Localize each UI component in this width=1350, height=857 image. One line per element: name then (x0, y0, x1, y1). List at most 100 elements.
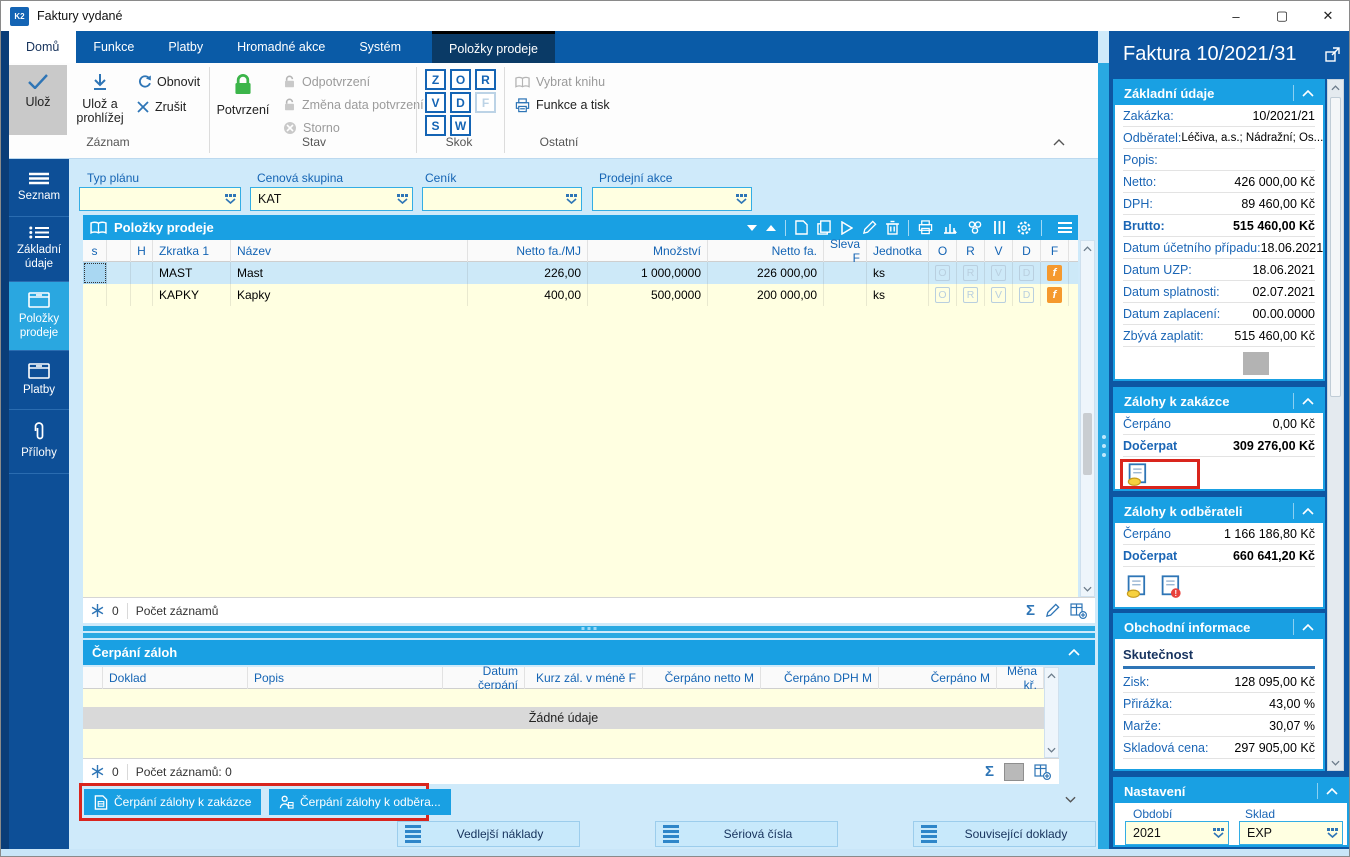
tab-domu[interactable]: Domů (9, 31, 77, 63)
scrollbar-thumb[interactable] (1083, 413, 1092, 475)
section-header[interactable]: Zálohy k zakázce (1115, 389, 1323, 413)
edit-disabled-button[interactable] (1004, 762, 1024, 781)
move-up-icon[interactable] (766, 224, 776, 231)
draw-advance-customer-button[interactable]: Čerpání zálohy k odběra... (269, 789, 451, 815)
sum-icon[interactable]: Σ (984, 763, 994, 780)
seriova-cisla-button[interactable]: Sériová čísla (655, 821, 838, 847)
columns-icon[interactable] (992, 220, 1007, 235)
advance-document-alert-icon[interactable]: ! (1159, 575, 1183, 598)
sum-icon[interactable]: Σ (1025, 602, 1035, 619)
tab-polozky-prodeje[interactable]: Položky prodeje (432, 31, 555, 63)
dropdown-icon[interactable] (1327, 828, 1338, 838)
add-table-icon[interactable] (1070, 602, 1087, 619)
change-confirm-date-button[interactable]: Změna data potvrzení (283, 94, 424, 116)
col-d[interactable]: D (1013, 240, 1041, 262)
horizontal-splitter[interactable] (83, 626, 1095, 638)
souvisejici-doklady-button[interactable]: Související doklady (913, 821, 1096, 847)
section-header[interactable]: Obchodní informace (1115, 615, 1323, 639)
settings-gear-icon[interactable] (1016, 220, 1032, 236)
tab-funkce[interactable]: Funkce (93, 40, 135, 54)
chevron-up-icon[interactable] (1317, 783, 1338, 799)
jump-f-button[interactable]: F (475, 92, 496, 113)
col-popis[interactable]: Popis (248, 667, 443, 689)
advances-scrollbar[interactable] (1044, 667, 1059, 758)
jump-z-button[interactable]: Z (425, 69, 446, 90)
sales-items-scrollbar[interactable] (1080, 240, 1095, 597)
copy-record-icon[interactable] (817, 220, 831, 235)
delete-icon[interactable] (886, 220, 899, 235)
col-kurz[interactable]: Kurz zál. v méně F (525, 667, 643, 689)
obdobi-combo[interactable]: 2021 (1125, 821, 1229, 845)
flag-f-active[interactable]: f (1047, 265, 1062, 281)
print-icon[interactable] (918, 220, 933, 235)
chevron-up-icon[interactable] (1293, 393, 1314, 409)
filter-cenik[interactable] (422, 187, 582, 211)
col-cerpano-m[interactable]: Čerpáno M (879, 667, 997, 689)
dropdown-icon[interactable] (1213, 828, 1224, 838)
sidebar-item-platby[interactable]: Platby (9, 351, 69, 410)
dropdown-icon[interactable] (736, 194, 747, 204)
advance-document-coin-icon[interactable] (1126, 462, 1150, 486)
sidebar-item-zakladni-udaje[interactable]: Základní údaje (9, 217, 69, 282)
storno-button[interactable]: Storno (283, 117, 340, 139)
jump-w-button[interactable]: W (450, 115, 471, 136)
col-r[interactable]: R (957, 240, 985, 262)
vertical-splitter[interactable] (1098, 63, 1109, 849)
filter-typ-planu[interactable] (79, 187, 241, 211)
jump-r-button[interactable]: R (475, 69, 496, 90)
flag-f-active[interactable]: f (1047, 287, 1062, 303)
jump-s-button[interactable]: S (425, 115, 446, 136)
col-doklad[interactable]: Doklad (103, 667, 248, 689)
freeze-icon[interactable] (91, 604, 104, 617)
close-button[interactable]: ✕ (1322, 8, 1334, 23)
col-mena[interactable]: Měna kř. (997, 664, 1044, 692)
tab-platby[interactable]: Platby (168, 40, 204, 54)
chevron-up-icon[interactable] (1293, 85, 1314, 101)
select-book-button[interactable]: Vybrat knihu (515, 71, 605, 93)
col-jednotka[interactable]: Jednotka (867, 240, 929, 262)
new-record-icon[interactable] (795, 220, 808, 235)
workflow-icon[interactable] (967, 220, 983, 235)
minimize-button[interactable]: – (1232, 8, 1240, 24)
freeze-icon[interactable] (91, 765, 104, 778)
collapse-section-icon[interactable] (1068, 649, 1080, 656)
outer-scroll-down-icon[interactable] (1065, 796, 1076, 803)
sidebar-item-seznam[interactable]: Seznam (9, 159, 69, 217)
col-s[interactable]: s (83, 240, 107, 262)
dropdown-icon[interactable] (566, 194, 577, 204)
chart-icon[interactable] (942, 220, 958, 235)
section-header[interactable]: Základní údaje (1115, 81, 1323, 105)
col-netto-fa[interactable]: Netto fa. (708, 240, 824, 262)
section-header[interactable]: Nastavení (1115, 779, 1347, 803)
chevron-up-icon[interactable] (1293, 619, 1314, 635)
draw-advance-order-button[interactable]: Čerpání zálohy k zakázce (84, 789, 262, 815)
jump-o-button[interactable]: O (450, 69, 471, 90)
sidebar-item-prilohy[interactable]: Přílohy (9, 410, 69, 474)
col-h[interactable]: H (131, 240, 153, 262)
col-zkratka[interactable]: Zkratka 1 (153, 240, 231, 262)
tab-system[interactable]: Systém (359, 40, 402, 54)
tab-hromadne-akce[interactable]: Hromadné akce (237, 40, 326, 54)
vedlejsi-naklady-button[interactable]: Vedlejší náklady (397, 821, 580, 847)
refresh-button[interactable]: Obnovit (137, 71, 200, 93)
save-button[interactable]: Ulož (9, 65, 67, 135)
color-field[interactable] (1243, 352, 1269, 375)
jump-v-button[interactable]: V (425, 92, 446, 113)
col-cerpano-dph[interactable]: Čerpáno DPH M (761, 667, 879, 689)
sidebar-item-polozky-prodeje[interactable]: Položky prodeje (9, 282, 69, 351)
filter-cenova-skupina[interactable]: KAT (250, 187, 413, 211)
dropdown-icon[interactable] (225, 194, 236, 204)
grid-menu-icon[interactable] (1058, 222, 1072, 233)
sklad-combo[interactable]: EXP (1239, 821, 1343, 845)
dropdown-icon[interactable] (397, 194, 408, 204)
open-in-window-icon[interactable] (1325, 47, 1340, 62)
add-table-icon[interactable] (1034, 763, 1051, 780)
jump-d-button[interactable]: D (450, 92, 471, 113)
functions-print-button[interactable]: Funkce a tisk (515, 94, 610, 116)
col-netto-mj[interactable]: Netto fa./MJ (468, 240, 588, 262)
col-mnozstvi[interactable]: Množství (588, 240, 708, 262)
collapse-ribbon-icon[interactable] (1053, 139, 1065, 146)
col-f[interactable]: F (1041, 240, 1069, 262)
table-row[interactable]: KAPKY Kapky 400,00 500,0000 200 000,00 k… (83, 284, 1082, 306)
run-icon[interactable] (840, 220, 853, 235)
